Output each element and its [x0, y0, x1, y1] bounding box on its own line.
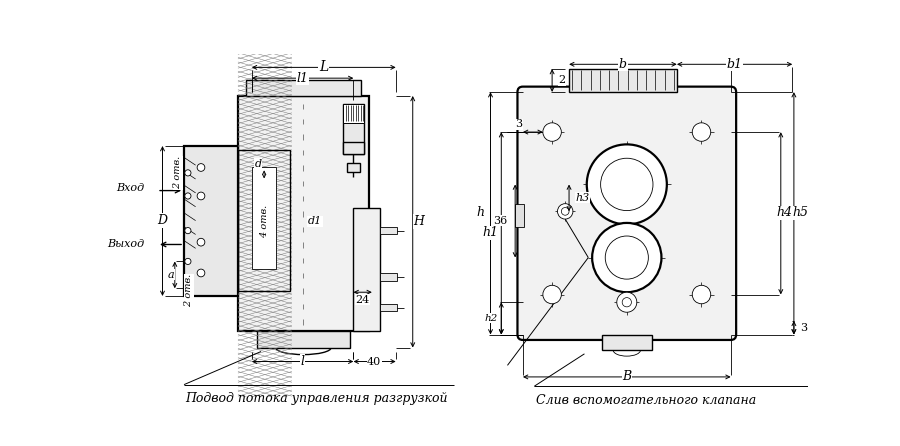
Text: 2: 2 — [558, 75, 565, 86]
Bar — [381, 227, 397, 235]
Text: b: b — [619, 58, 627, 71]
Text: H: H — [413, 215, 424, 228]
Text: h: h — [476, 206, 484, 219]
Text: 40: 40 — [367, 356, 382, 367]
Bar — [381, 304, 397, 311]
Circle shape — [184, 193, 191, 199]
Circle shape — [592, 223, 662, 292]
Text: 24: 24 — [356, 295, 370, 305]
Bar — [602, 334, 652, 350]
Bar — [569, 69, 677, 92]
Bar — [343, 142, 364, 153]
Circle shape — [543, 285, 562, 304]
Text: l1: l1 — [297, 72, 309, 85]
Text: l: l — [301, 355, 304, 368]
Text: Выход: Выход — [107, 240, 144, 249]
Text: Вход: Вход — [116, 183, 144, 193]
Text: 4 отв.: 4 отв. — [260, 205, 269, 238]
Circle shape — [616, 292, 637, 312]
Circle shape — [557, 204, 573, 219]
Text: L: L — [319, 60, 328, 74]
Text: Слив вспомогательного клапана: Слив вспомогательного клапана — [536, 394, 756, 407]
Circle shape — [600, 158, 653, 211]
Bar — [343, 103, 364, 153]
Bar — [257, 331, 349, 348]
Circle shape — [197, 192, 205, 200]
Text: h1: h1 — [482, 227, 499, 240]
Bar — [354, 207, 381, 331]
Circle shape — [692, 123, 711, 141]
Bar — [184, 146, 238, 296]
Circle shape — [605, 236, 648, 279]
Text: h5: h5 — [792, 206, 808, 219]
Text: B: B — [622, 371, 632, 384]
Text: 2 отв.: 2 отв. — [174, 156, 183, 190]
Circle shape — [562, 207, 569, 215]
Text: 3: 3 — [516, 120, 523, 129]
Text: Подвод потока управления разгрузкой: Подвод потока управления разгрузкой — [185, 392, 448, 405]
Circle shape — [197, 269, 205, 277]
Circle shape — [184, 170, 191, 176]
Bar — [252, 168, 276, 269]
Text: h2: h2 — [485, 314, 499, 323]
Bar — [238, 150, 291, 291]
Circle shape — [692, 285, 711, 304]
Circle shape — [543, 123, 562, 141]
Circle shape — [184, 277, 191, 284]
Text: 3: 3 — [800, 322, 807, 333]
Text: b1: b1 — [726, 58, 742, 71]
Bar — [347, 163, 360, 172]
Text: h4: h4 — [777, 206, 793, 219]
Text: 36: 36 — [493, 215, 508, 226]
Text: h3: h3 — [575, 193, 590, 202]
Bar — [238, 96, 369, 331]
Text: 2 отв.: 2 отв. — [184, 274, 194, 307]
Circle shape — [184, 227, 191, 234]
Text: d1: d1 — [308, 216, 322, 227]
Bar — [381, 273, 397, 281]
Circle shape — [184, 258, 191, 264]
Text: a: a — [167, 269, 175, 280]
Text: D: D — [158, 214, 167, 227]
Bar — [246, 80, 361, 96]
Bar — [515, 204, 525, 227]
Circle shape — [622, 297, 632, 307]
Text: d: d — [255, 159, 262, 169]
Bar — [343, 103, 364, 123]
Circle shape — [197, 238, 205, 246]
FancyBboxPatch shape — [518, 87, 736, 340]
Circle shape — [197, 164, 205, 171]
Circle shape — [587, 145, 667, 224]
